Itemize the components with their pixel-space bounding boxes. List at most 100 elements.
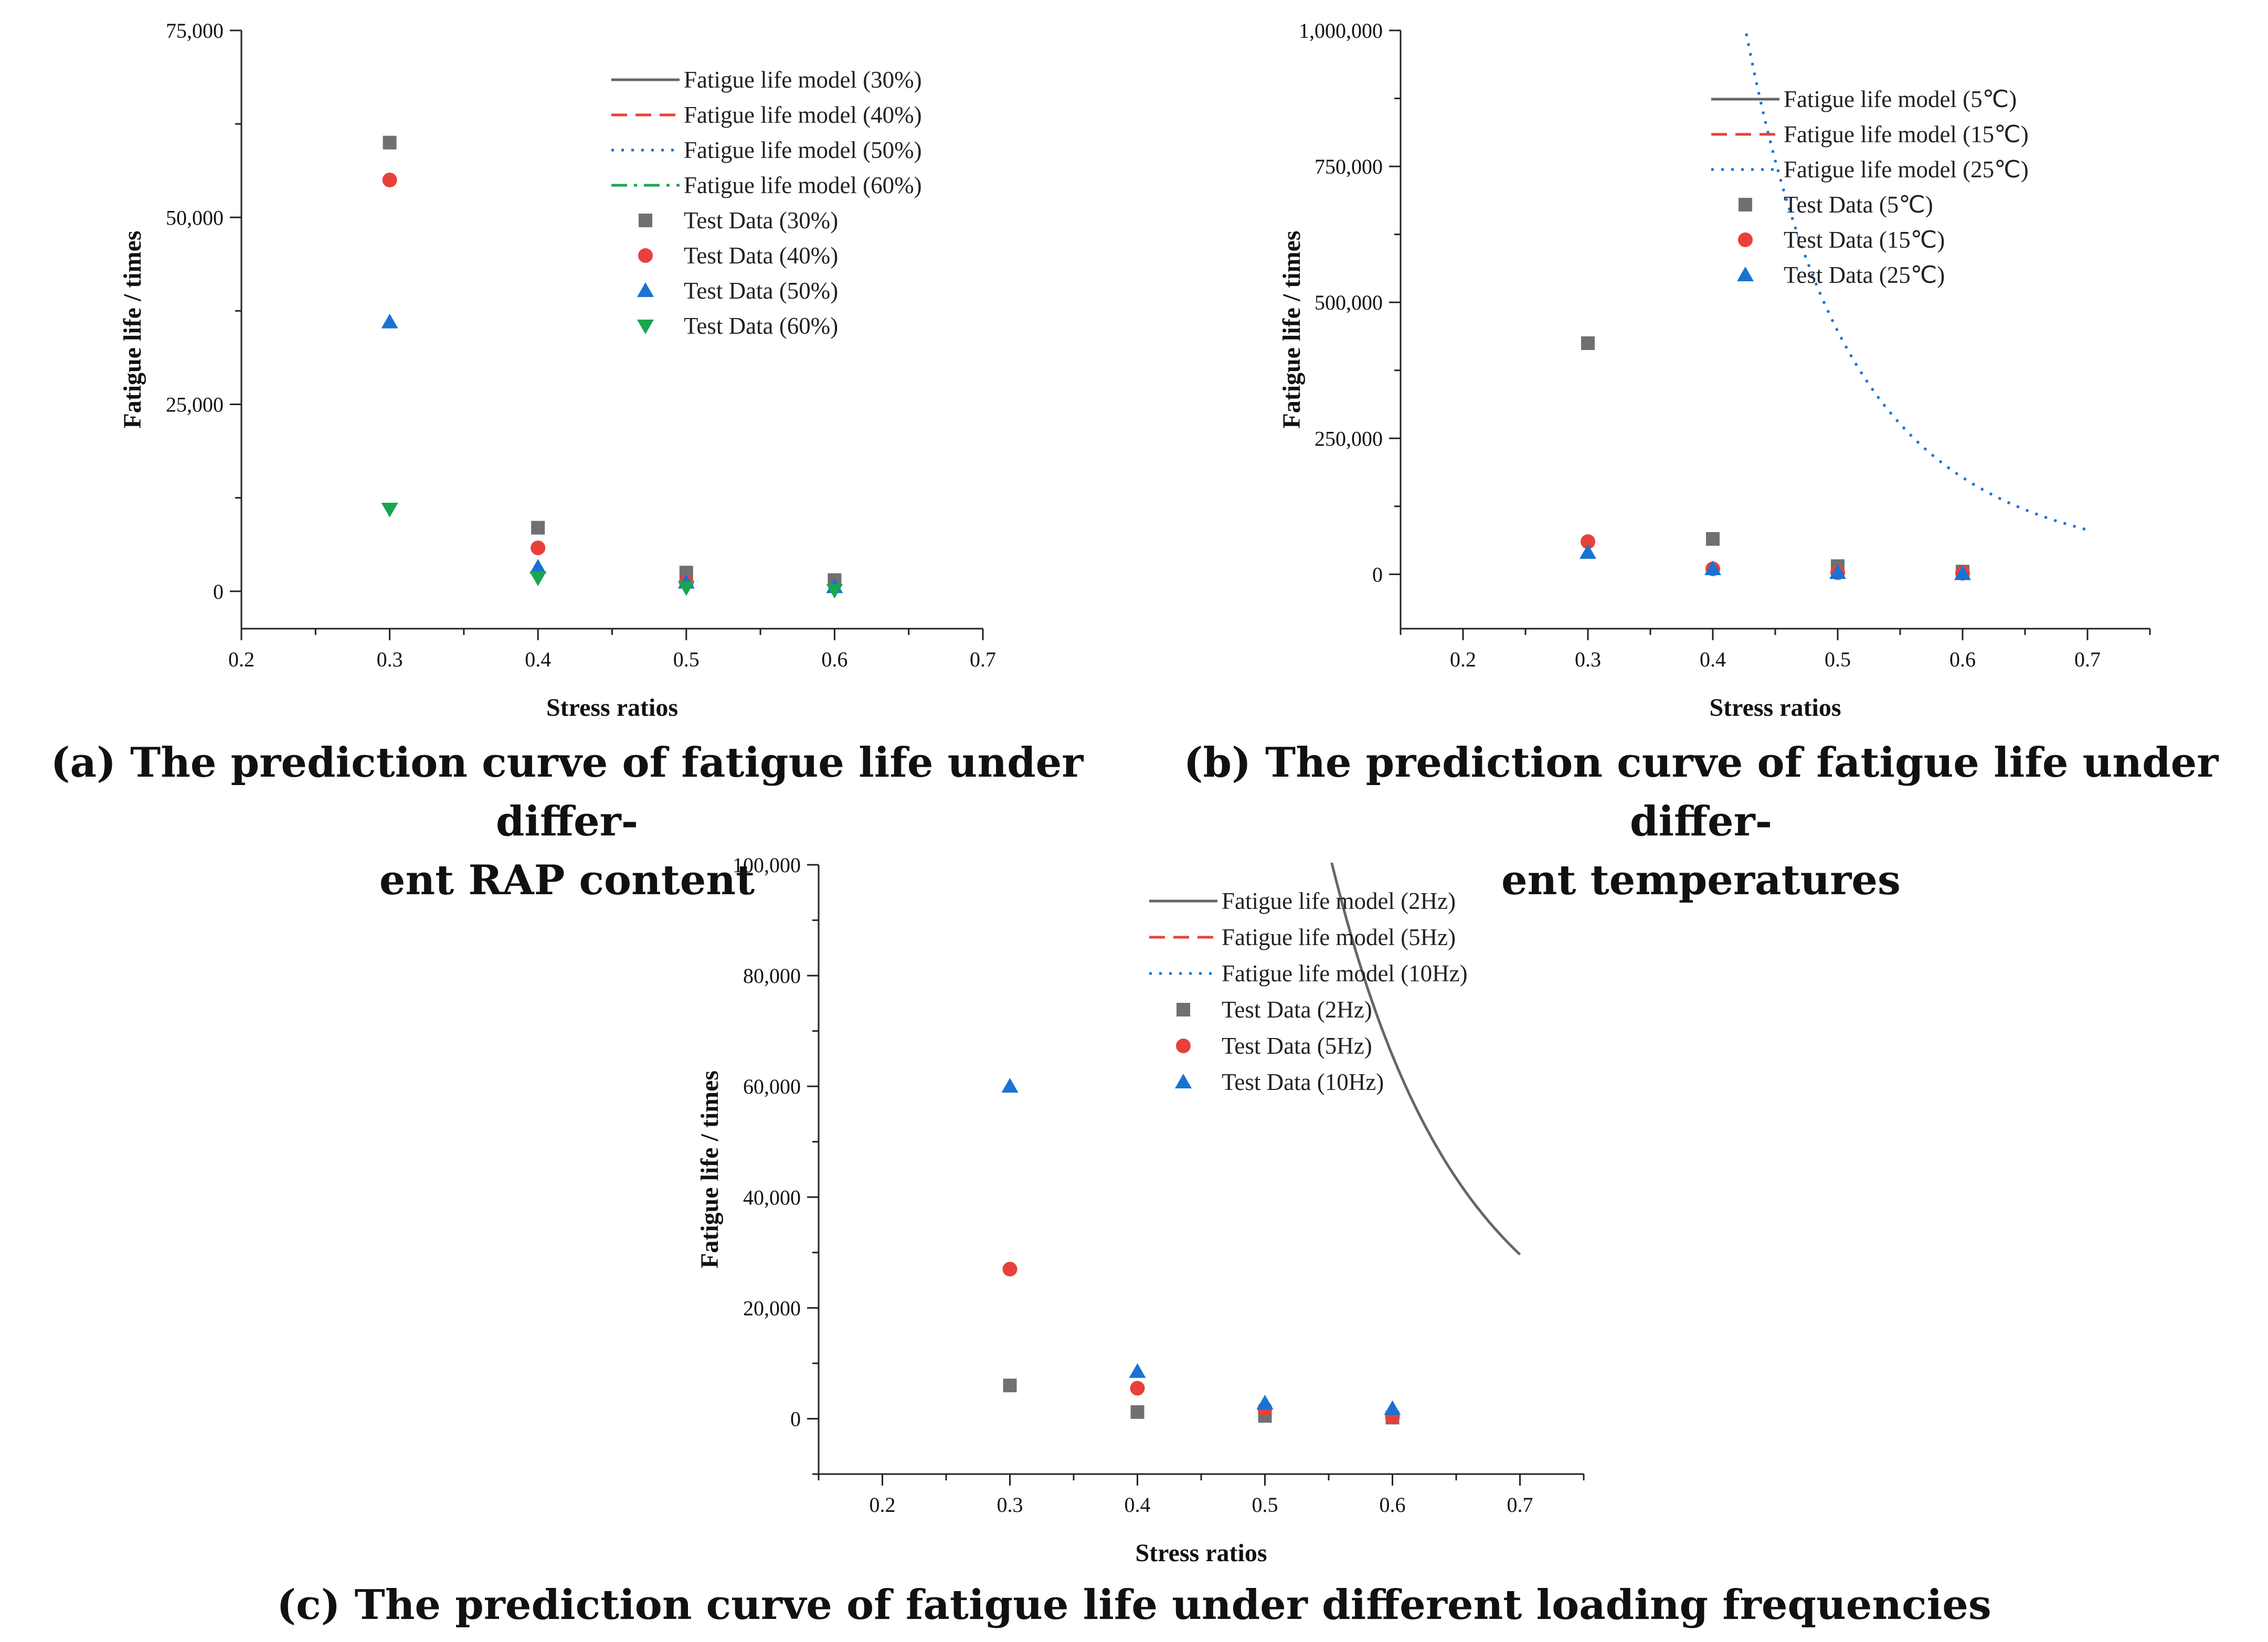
- legend-label: Test Data (10Hz): [1222, 1069, 1384, 1095]
- legend-label: Test Data (5℃): [1784, 192, 1933, 218]
- plot-area: [1744, 28, 2088, 532]
- y-tick-label: 750,000: [1315, 155, 1383, 178]
- caption-b: (b) The prediction curve of fatigue life…: [1134, 734, 2268, 910]
- x-tick-label: 0.4: [1125, 1493, 1151, 1517]
- legend-label: Fatigue life model (30%): [684, 67, 922, 93]
- chart-c-svg: 0.2 0.3 0.4 0.5 0.6 0.7 0 20,000 40,000 60,000 80,…: [696, 853, 1585, 1567]
- data-point-series-3: [1129, 1363, 1146, 1378]
- legend-label: Fatigue life model (15℃): [1784, 121, 2029, 147]
- data-point-series-3: [1829, 564, 1846, 579]
- y-tick-label: 0: [790, 1407, 801, 1431]
- data-point-series-3: [1256, 1394, 1274, 1410]
- model-curve-3: [1744, 28, 2088, 532]
- legend-label: Fatigue life model (5Hz): [1222, 924, 1456, 950]
- caption-a: (a) The prediction curve of fatigue life…: [0, 734, 1134, 910]
- legend-label: Fatigue life model (2Hz): [1222, 888, 1456, 914]
- legend-marker-2: [1738, 232, 1753, 247]
- data-point-series-2: [1002, 1262, 1018, 1277]
- data-point-series-4: [826, 584, 843, 599]
- legend-label: Test Data (50%): [684, 278, 838, 304]
- x-tick-label: 0.3: [1575, 648, 1601, 671]
- data-point-series-2: [531, 541, 546, 556]
- x-tick-label: 0.6: [1380, 1493, 1406, 1517]
- y-tick-label: 40,000: [743, 1185, 801, 1209]
- x-tick-label: 0.7: [970, 648, 996, 671]
- legend-label: Fatigue life model (60%): [684, 172, 922, 198]
- caption-c-line-1: (c) The prediction curve of fatigue life…: [277, 1581, 1991, 1629]
- legend-label: Fatigue life model (50%): [684, 137, 922, 163]
- caption-b-line-2: ent temperatures: [1501, 856, 1901, 904]
- data-point-series-1: [1706, 532, 1720, 546]
- chart-panel-b: 0.2 0.3 0.4 0.5 0.6 0.7 0 250,000 500,000 750,000…: [1134, 0, 2268, 735]
- legend-label: Test Data (40%): [684, 242, 838, 269]
- model-curve-1: [1330, 863, 1521, 1256]
- x-tick-label: 0.5: [1825, 648, 1851, 671]
- legend: Fatigue life model (30%) Fatigue life mod…: [611, 67, 922, 339]
- chart-b-svg: 0.2 0.3 0.4 0.5 0.6 0.7 0 250,000 500,000 750,000…: [1278, 19, 2151, 722]
- data-point-series-3: [529, 559, 547, 574]
- data-point-series-1: [1130, 1405, 1144, 1419]
- legend-label: Test Data (15℃): [1784, 227, 1945, 253]
- chart-panel-a: 0.2 0.3 0.4 0.5 0.6 0.7 0 25,000 50,000 75,000 Str…: [0, 0, 1134, 735]
- legend-marker-1: [639, 214, 652, 227]
- data-point-series-4: [381, 503, 398, 517]
- data-point-series-1: [1581, 336, 1595, 350]
- x-tick-label: 0.7: [1507, 1493, 1533, 1517]
- data-point-series-4: [677, 581, 695, 596]
- data-point-series-3: [1001, 1078, 1019, 1093]
- y-tick-label: 60,000: [743, 1075, 801, 1098]
- y-axis-title: Fatigue life / times: [1278, 230, 1306, 428]
- legend-marker-1: [1739, 198, 1752, 211]
- legend-marker-3: [637, 282, 654, 297]
- chart-a-svg: 0.2 0.3 0.4 0.5 0.6 0.7 0 25,000 50,000 75,000 Str…: [119, 19, 996, 722]
- data-point-series-3: [1704, 560, 1721, 575]
- x-tick-label: 0.5: [673, 648, 700, 671]
- y-tick-label: 250,000: [1315, 427, 1383, 450]
- legend-marker-4: [637, 320, 654, 334]
- x-axis-title: Stress ratios: [1135, 1539, 1267, 1567]
- plot-area: [1330, 863, 1521, 1256]
- x-tick-label: 0.2: [228, 648, 255, 671]
- y-tick-label: 50,000: [166, 206, 224, 229]
- legend: Fatigue life model (2Hz) Fatigue life mod…: [1149, 888, 1468, 1095]
- x-tick-label: 0.2: [870, 1493, 896, 1517]
- data-point-series-4: [529, 571, 547, 587]
- x-tick-label: 0.2: [1450, 648, 1476, 671]
- legend-label: Fatigue life model (25℃): [1784, 156, 2029, 183]
- caption-b-line-1: (b) The prediction curve of fatigue life…: [1183, 739, 2219, 845]
- y-tick-label: 25,000: [166, 393, 224, 417]
- legend-marker-2: [1176, 1039, 1191, 1053]
- x-axis-title: Stress ratios: [546, 694, 678, 722]
- caption-a-line-2: ent RAP content: [379, 856, 755, 904]
- y-tick-label: 500,000: [1315, 291, 1383, 314]
- x-tick-label: 0.3: [377, 648, 403, 671]
- y-tick-label: 100,000: [733, 853, 801, 877]
- legend-label: Fatigue life model (40%): [684, 102, 922, 128]
- x-tick-label: 0.5: [1252, 1493, 1278, 1517]
- x-tick-label: 0.7: [2074, 648, 2101, 671]
- data-point-series-3: [1954, 565, 1971, 580]
- x-axis-title: Stress ratios: [1709, 694, 1841, 722]
- legend-label: Fatigue life model (5℃): [1784, 86, 2017, 112]
- x-tick-label: 0.3: [997, 1493, 1023, 1517]
- data-point-series-3: [1384, 1400, 1401, 1415]
- data-point-series-2: [382, 173, 397, 187]
- x-tick-label: 0.4: [525, 648, 551, 671]
- data-point-series-2: [1130, 1381, 1145, 1396]
- legend-label: Fatigue life model (10Hz): [1222, 960, 1468, 987]
- x-tick-label: 0.6: [821, 648, 847, 671]
- legend-marker-3: [1737, 267, 1754, 281]
- caption-a-line-1: (a) The prediction curve of fatigue life…: [50, 739, 1084, 845]
- y-tick-label: 0: [1372, 563, 1383, 586]
- legend-marker-2: [638, 248, 653, 263]
- x-tick-label: 0.4: [1700, 648, 1726, 671]
- caption-c: (c) The prediction curve of fatigue life…: [0, 1576, 2268, 1635]
- legend-marker-3: [1175, 1074, 1192, 1088]
- legend-label: Test Data (5Hz): [1222, 1033, 1372, 1059]
- y-tick-label: 80,000: [743, 964, 801, 988]
- chart-panel-c: 0.2 0.3 0.4 0.5 0.6 0.7 0 20,000 40,000 60,000 80,…: [609, 840, 1742, 1590]
- legend-marker-1: [1177, 1003, 1190, 1016]
- y-axis-title: Fatigue life / times: [119, 230, 146, 428]
- y-tick-label: 1,000,000: [1299, 19, 1383, 43]
